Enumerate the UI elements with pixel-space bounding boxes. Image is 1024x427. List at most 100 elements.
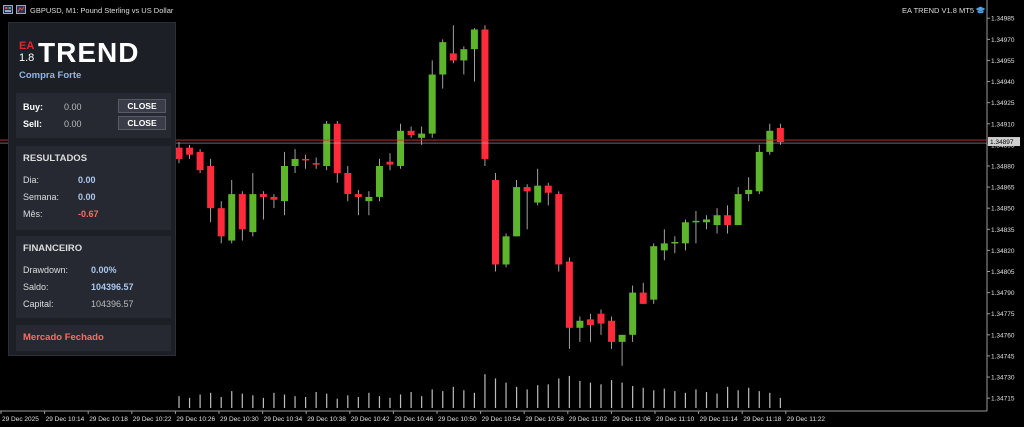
candle-body <box>407 130 415 136</box>
time-tick-label: 29 Dec 10:30 <box>220 416 259 423</box>
drawdown-label: Drawdown: <box>23 265 69 275</box>
candle-body <box>734 194 742 226</box>
market-status-box: Mercado Fechado <box>16 325 171 351</box>
candle-body <box>724 215 732 226</box>
positions-box: Buy: 0.00 CLOSE Sell: 0.00 CLOSE <box>16 93 171 138</box>
candle-body <box>323 123 331 166</box>
one-click-trading-icon[interactable] <box>3 5 13 14</box>
buy-label: Buy: <box>23 102 43 112</box>
results-title: RESULTADOS <box>23 153 88 164</box>
candle-body <box>523 187 531 192</box>
candle-body <box>259 194 267 197</box>
candle-body <box>544 185 552 193</box>
close-sell-button[interactable]: CLOSE <box>118 116 166 130</box>
chart-symbol-title: GBPUSD, M1: Pound Sterling vs US Dollar <box>30 6 174 15</box>
graduation-cap-icon[interactable] <box>975 5 986 15</box>
candle-body <box>196 151 204 171</box>
candle-body <box>713 215 721 226</box>
candle-body <box>375 165 383 197</box>
candle-body <box>397 130 405 166</box>
candle-body <box>270 196 278 200</box>
candle-body <box>470 29 478 50</box>
ea-name-label: EA TREND V1.8 MT5 <box>902 6 974 15</box>
candle-body <box>281 165 288 202</box>
month-value: -0.67 <box>78 209 99 219</box>
price-tick-label: 1.34835 <box>991 227 1015 234</box>
price-tick-label: 1.34880 <box>991 163 1015 170</box>
time-tick-label: 29 Dec 10:34 <box>264 416 303 423</box>
time-tick-label: 29 Dec 10:26 <box>176 416 215 423</box>
time-tick-label: 29 Dec 10:54 <box>482 416 521 423</box>
capital-label: Capital: <box>23 299 54 309</box>
price-tick-label: 1.34985 <box>991 16 1015 23</box>
time-tick-label: 29 Dec 10:38 <box>307 416 346 423</box>
candle-body <box>502 236 510 265</box>
candle-body <box>460 49 468 61</box>
drawdown-value: 0.00% <box>91 265 117 275</box>
candle-body <box>608 320 616 342</box>
chart-toolbar <box>3 5 26 14</box>
chart-type-icon[interactable] <box>16 5 26 14</box>
candle-body <box>365 196 373 202</box>
candle-body <box>565 261 573 328</box>
time-tick-label: 29 Dec 10:46 <box>394 416 433 423</box>
sell-value: 0.00 <box>64 119 82 129</box>
candle-body <box>249 194 257 233</box>
day-value: 0.00 <box>78 175 96 185</box>
candle-body <box>703 219 710 223</box>
price-tick-label: 1.34745 <box>991 353 1015 360</box>
time-tick-label: 29 Dec 10:18 <box>89 416 128 423</box>
candle-body <box>692 220 700 223</box>
financial-title: FINANCEIRO <box>23 243 83 254</box>
price-tick-label: 1.34715 <box>991 396 1015 403</box>
candle-body <box>312 163 320 165</box>
price-tick-label: 1.34790 <box>991 290 1015 297</box>
candle-body <box>333 123 341 174</box>
capital-value: 104396.57 <box>91 299 134 309</box>
candle-body <box>650 246 658 300</box>
candle-body <box>597 313 605 324</box>
candle-body <box>186 147 194 155</box>
month-label: Mês: <box>23 209 43 219</box>
market-status-text: Mercado Fechado <box>23 332 104 343</box>
balance-value: 104396.57 <box>91 282 134 292</box>
time-tick-label: 29 Dec 2025 <box>2 416 39 423</box>
price-tick-label: 1.34820 <box>991 248 1015 255</box>
logo-version-text: 1.8 <box>19 52 35 64</box>
candle-body <box>238 194 246 230</box>
close-buy-button[interactable]: CLOSE <box>118 99 166 113</box>
price-tick-label: 1.34730 <box>991 375 1015 382</box>
candle-body <box>207 165 215 209</box>
candle-body <box>576 320 584 328</box>
price-tick-label: 1.34910 <box>991 121 1015 128</box>
candle-body <box>386 161 394 165</box>
price-tick-label: 1.34760 <box>991 332 1015 339</box>
logo-ea-text: EA <box>19 40 35 52</box>
time-tick-label: 29 Dec 10:14 <box>46 416 85 423</box>
candle-body <box>618 334 626 342</box>
candle-body <box>755 151 763 192</box>
candle-body <box>175 147 183 159</box>
current-price-tag <box>988 137 1020 147</box>
time-tick-label: 29 Dec 11:06 <box>612 416 651 423</box>
price-tick-label: 1.34805 <box>991 269 1015 276</box>
price-tick-label: 1.34955 <box>991 58 1015 65</box>
candle-body <box>428 74 436 134</box>
price-tick-label: 1.34850 <box>991 206 1015 213</box>
sell-label: Sell: <box>23 119 43 129</box>
candle-body <box>492 180 499 265</box>
candle-body <box>302 158 310 161</box>
price-tick-label: 1.34970 <box>991 37 1015 44</box>
candle-body <box>228 194 236 241</box>
logo-trend-text: TREND <box>38 37 140 68</box>
time-tick-label: 29 Dec 11:14 <box>700 416 739 423</box>
time-tick-label: 29 Dec 10:22 <box>133 416 172 423</box>
results-box: RESULTADOS Dia: 0.00 Semana: 0.00 Mês: -… <box>16 146 171 230</box>
candle-body <box>639 292 647 304</box>
time-tick-label: 29 Dec 11:02 <box>569 416 608 423</box>
time-tick-label: 29 Dec 10:50 <box>438 416 477 423</box>
candle-body <box>660 243 668 251</box>
time-tick-label: 29 Dec 10:58 <box>525 416 564 423</box>
buy-value: 0.00 <box>64 102 82 112</box>
